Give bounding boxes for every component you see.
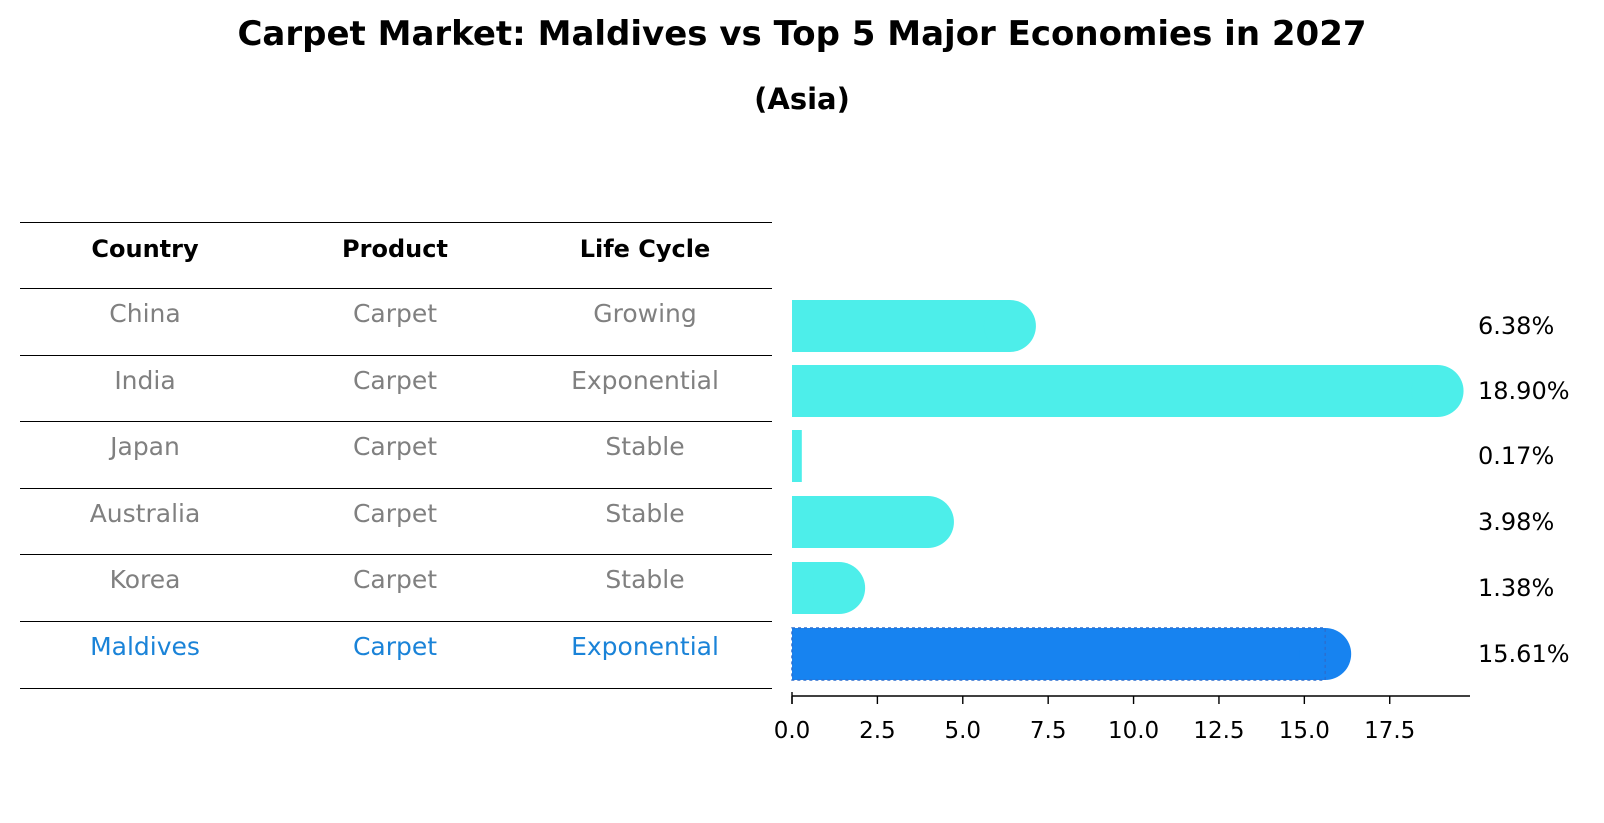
row-life-cycle: Growing [593,299,697,328]
value-label-japan: 0.17% [1478,442,1554,470]
row-life-cycle-highlight: Exponential [571,632,719,661]
value-labels-layer: 6.38% 18.90% 0.17% 3.98% 1.38% 15.61% [1478,312,1570,668]
row-country: Japan [110,432,180,461]
bar-maldives [791,627,1352,681]
x-tick-label: 17.5 [1364,718,1415,744]
x-tick-label: 2.5 [859,718,896,744]
bar-korea [792,562,866,614]
table-rule [20,554,772,555]
row-country-highlight: Maldives [90,632,200,661]
chart-title: Carpet Market: Maldives vs Top 5 Major E… [237,14,1367,54]
bar-australia [792,496,954,548]
row-country: Korea [109,565,181,594]
row-life-cycle: Stable [605,565,685,594]
row-country: China [109,299,181,328]
row-life-cycle: Stable [605,499,685,528]
table-rule [20,488,772,489]
x-axis: 0.0 2.5 5.0 7.5 10.0 12.5 15.0 17.5 [774,692,1470,744]
chart-subtitle: (Asia) [754,82,850,116]
bar-china [792,300,1036,352]
x-tick-label: 5.0 [944,718,981,744]
row-product: Carpet [352,565,438,594]
value-label-korea: 1.38% [1478,574,1554,602]
value-label-australia: 3.98% [1478,508,1554,536]
table-rule [20,288,772,289]
row-product: Carpet [352,299,438,328]
row-product-highlight: Carpet [352,632,438,661]
x-tick-label: 15.0 [1279,718,1330,744]
bars-layer [791,300,1464,681]
table-rule [20,355,772,356]
x-tick-label: 0.0 [774,718,811,744]
row-life-cycle: Exponential [571,366,719,395]
row-country: India [114,366,176,395]
bar-japan [792,430,802,482]
header-country: Country [91,235,199,263]
header-product: Product [342,235,448,263]
row-product: Carpet [352,366,438,395]
table-rule [20,621,772,622]
value-label-india: 18.90% [1478,377,1570,405]
table-rule [20,688,772,689]
x-tick-label: 7.5 [1030,718,1067,744]
bar-india [792,365,1464,417]
row-life-cycle: Stable [605,432,685,461]
row-product: Carpet [352,499,438,528]
value-label-maldives: 15.61% [1478,640,1570,668]
table-rule [20,222,772,223]
row-product: Carpet [352,432,438,461]
value-label-china: 6.38% [1478,312,1554,340]
table-rule [20,421,772,422]
header-life-cycle: Life Cycle [579,235,711,263]
row-country: Australia [89,499,201,528]
x-tick-label: 12.5 [1193,718,1244,744]
x-tick-label: 10.0 [1108,718,1159,744]
